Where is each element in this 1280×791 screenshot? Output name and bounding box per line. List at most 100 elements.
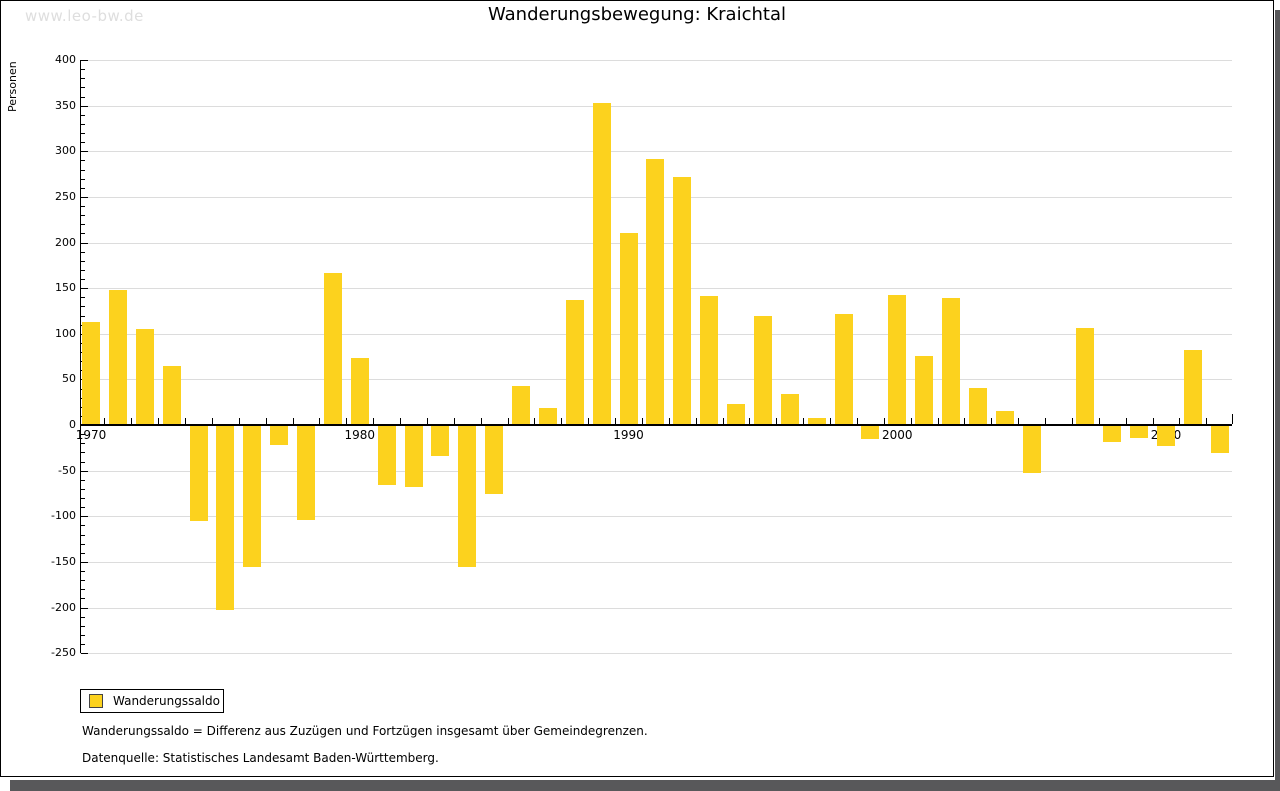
- bar-1996: [780, 393, 799, 424]
- y-tick: [81, 60, 88, 61]
- bar-1982: [404, 426, 423, 488]
- x-tick: [615, 418, 617, 424]
- y-tick: [81, 105, 88, 107]
- x-tick-label: 2000: [881, 428, 913, 442]
- x-tick: [991, 418, 993, 424]
- x-tick: [722, 418, 724, 424]
- bar-1988: [565, 299, 584, 424]
- y-tick: [81, 224, 85, 226]
- y-tick: [81, 488, 85, 490]
- x-tick: [695, 418, 697, 424]
- y-tick-label: -100: [51, 509, 76, 523]
- x-tick: [588, 418, 590, 424]
- x-tick: [104, 418, 106, 424]
- x-tick: [803, 418, 805, 424]
- x-tick: [1206, 418, 1208, 424]
- x-tick-label: 1970: [75, 428, 107, 442]
- bar-1993: [700, 296, 719, 424]
- gridline: [80, 105, 1232, 107]
- y-tick: [81, 123, 85, 125]
- bar-2007: [1076, 328, 1095, 424]
- x-tick: [668, 418, 670, 424]
- y-tick: [81, 142, 85, 144]
- window-shadow-bottom: [10, 780, 1280, 791]
- bar-2008: [1103, 426, 1122, 443]
- y-tick: [81, 315, 85, 317]
- y-tick: [81, 653, 88, 655]
- bar-1977: [270, 426, 289, 446]
- y-tick: [81, 543, 85, 545]
- x-tick: [1071, 418, 1073, 424]
- bar-1992: [673, 176, 692, 424]
- gridline: [80, 516, 1232, 518]
- bar-1995: [753, 316, 772, 424]
- y-tick: [81, 498, 85, 499]
- y-tick: [81, 288, 88, 290]
- bar-1984: [458, 426, 477, 568]
- bar-2000: [888, 295, 907, 424]
- y-tick: [81, 260, 85, 262]
- gridline: [80, 151, 1232, 153]
- footnote-definition: Wanderungssaldo = Differenz aus Zuzügen …: [82, 724, 648, 738]
- x-tick: [749, 418, 751, 424]
- y-tick: [81, 644, 85, 645]
- bar-2012: [1210, 426, 1229, 454]
- y-tick: [81, 470, 88, 472]
- y-tick: [81, 634, 85, 636]
- bar-1976: [243, 426, 262, 568]
- x-axis-end-tick: [1232, 414, 1233, 424]
- bar-1989: [592, 102, 611, 424]
- bar-1975: [216, 426, 235, 611]
- y-tick: [81, 96, 85, 98]
- x-tick: [1152, 418, 1154, 424]
- y-tick-label: 100: [55, 326, 76, 340]
- y-tick-label: -150: [51, 554, 76, 568]
- bar-1970: [82, 321, 100, 424]
- legend-label: Wanderungssaldo: [113, 694, 220, 708]
- y-tick: [81, 87, 85, 89]
- x-tick: [883, 418, 885, 424]
- bar-2009: [1130, 426, 1149, 438]
- bar-1971: [108, 289, 127, 424]
- gridline: [80, 470, 1232, 472]
- y-tick: [81, 552, 85, 554]
- y-tick: [81, 242, 88, 244]
- bar-2003: [968, 387, 987, 424]
- y-tick-label: 200: [55, 235, 76, 249]
- y-tick: [81, 251, 85, 253]
- x-tick: [910, 418, 912, 424]
- y-tick: [81, 160, 85, 162]
- x-tick: [426, 418, 428, 424]
- y-tick: [81, 69, 85, 71]
- bar-1987: [538, 408, 557, 424]
- x-tick: [131, 418, 133, 424]
- y-tick: [81, 269, 85, 271]
- x-tick: [238, 418, 240, 424]
- y-tick: [81, 607, 88, 609]
- x-tick: [480, 418, 482, 424]
- y-tick: [81, 525, 85, 527]
- y-tick: [81, 571, 85, 572]
- y-tick: [81, 589, 85, 591]
- y-tick: [81, 297, 85, 299]
- x-tick: [1125, 418, 1127, 424]
- x-tick: [776, 418, 778, 424]
- x-tick: [211, 418, 213, 424]
- bar-1978: [297, 426, 315, 520]
- x-tick: [292, 418, 294, 424]
- y-tick: [81, 452, 85, 454]
- footnote-source: Datenquelle: Statistisches Landesamt Bad…: [82, 751, 439, 765]
- x-tick: [1045, 418, 1047, 424]
- watermark: www.leo-bw.de: [25, 7, 144, 25]
- bar-1998: [834, 313, 853, 424]
- y-tick: [81, 598, 85, 600]
- bar-1979: [323, 273, 342, 424]
- x-tick: [319, 418, 321, 424]
- bar-1985: [485, 426, 504, 494]
- window-shadow-right: [1275, 10, 1280, 791]
- y-tick-label: -50: [58, 463, 76, 477]
- y-tick: [81, 279, 85, 280]
- bar-1994: [727, 403, 745, 424]
- x-tick: [507, 418, 509, 424]
